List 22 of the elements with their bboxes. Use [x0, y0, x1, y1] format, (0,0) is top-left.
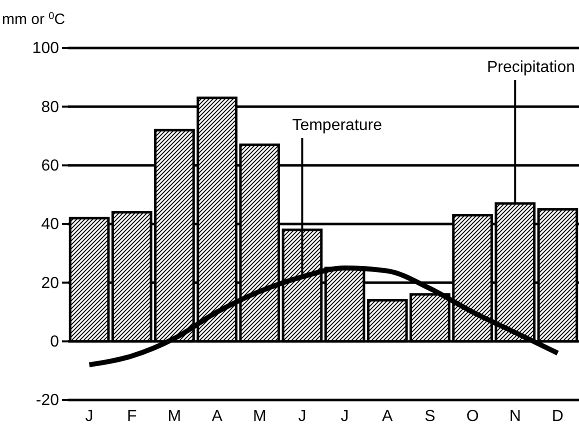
text: Temperature — [292, 117, 382, 134]
x-tick-label: M — [252, 408, 266, 425]
x-tick-label: M — [168, 408, 182, 425]
y-tick-label: -20 — [36, 392, 60, 410]
x-tick-label: A — [212, 408, 223, 425]
y-tick-label: 40 — [41, 216, 60, 234]
y-tick-label: 60 — [41, 157, 60, 174]
y-tick-label: 80 — [41, 98, 60, 116]
x-tick-label: N — [509, 408, 521, 425]
x-tick-label: J — [298, 408, 306, 425]
x-tick-label: S — [424, 408, 436, 425]
x-tick-label: A — [382, 408, 394, 425]
x-tick-label: J — [340, 408, 349, 425]
x-tick-label: F — [126, 408, 137, 425]
x-tick-label: D — [552, 408, 564, 425]
y-axis-title: mm or $^{0}$C — [2, 10, 66, 28]
y-tick-label: 0 — [50, 333, 60, 350]
x-tick-label: J — [85, 408, 94, 425]
y-tick-label: 20 — [41, 274, 60, 292]
text: Precipitation — [486, 59, 575, 76]
x-tick-label: O — [466, 408, 479, 425]
y-tick-label: 100 — [32, 40, 60, 58]
